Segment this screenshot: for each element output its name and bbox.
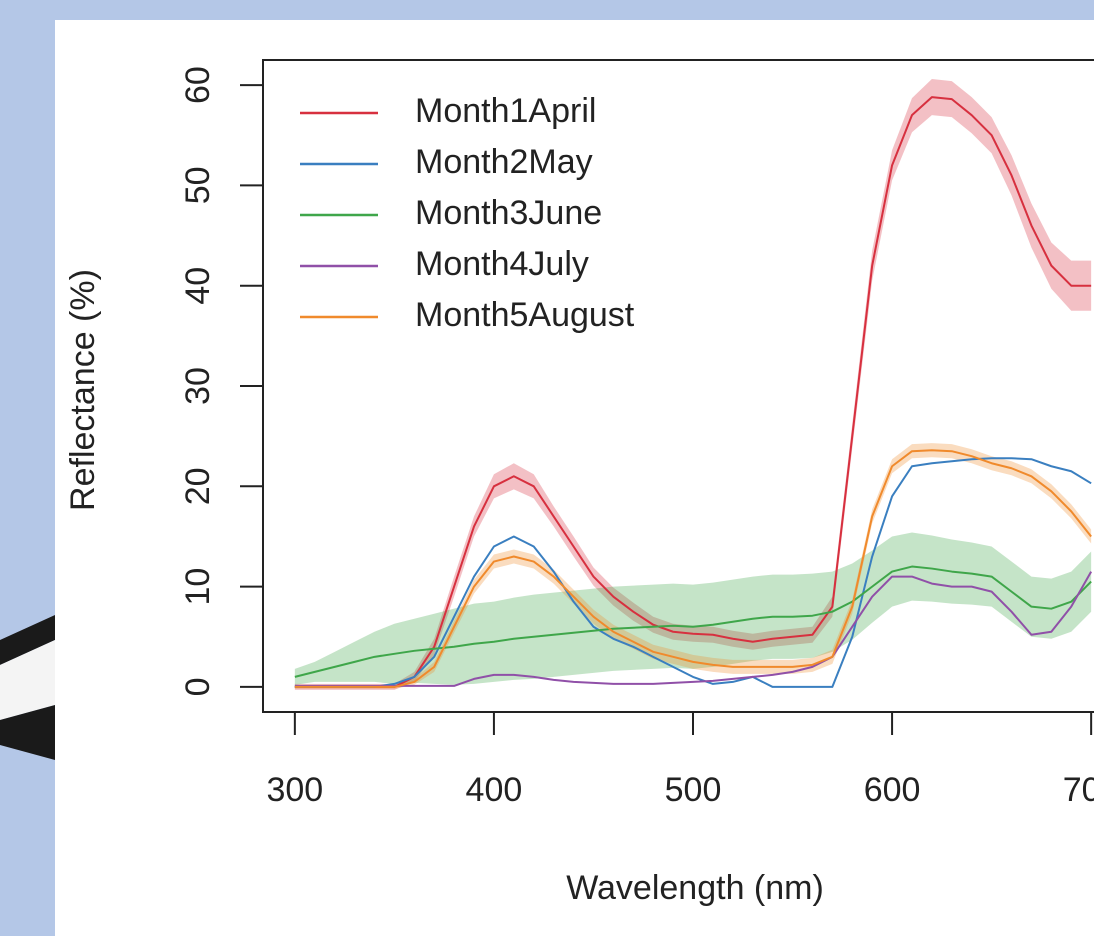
series-line: [294, 565, 1092, 678]
legend-label: Month2May: [415, 143, 593, 181]
y-tick-label: 50: [179, 166, 217, 204]
legend-label: Month3June: [415, 194, 602, 232]
x-tick-label: 400: [466, 771, 523, 809]
panel: [55, 20, 1094, 936]
series-line: [294, 449, 1092, 688]
y-tick-label: 0: [179, 677, 217, 696]
plot-area: [294, 79, 1093, 690]
decoration: [0, 640, 55, 720]
plot-frame: [262, 59, 1094, 713]
y-tick-label: 20: [179, 467, 217, 505]
y-tick-label: 40: [179, 267, 217, 305]
legend-label: Month4July: [415, 245, 589, 283]
x-tick-label: 500: [665, 771, 722, 809]
series-line: [294, 457, 1092, 688]
y-tick-label: 30: [179, 367, 217, 405]
series-line: [294, 96, 1092, 688]
x-tick-label: 300: [266, 771, 323, 809]
x-tick-label: 600: [864, 771, 921, 809]
decoration: [0, 705, 55, 760]
legend-label: Month5August: [415, 296, 635, 334]
y-axis-label: Reflectance (%): [64, 269, 102, 511]
y-tick-label: 60: [179, 66, 217, 104]
x-axis-label: Wavelength (nm): [566, 869, 824, 907]
x-tick-label: 700: [1063, 771, 1094, 809]
series-line: [294, 571, 1093, 687]
y-tick-label: 10: [179, 568, 217, 606]
decoration: [0, 615, 55, 665]
legend-label: Month1April: [415, 92, 596, 130]
